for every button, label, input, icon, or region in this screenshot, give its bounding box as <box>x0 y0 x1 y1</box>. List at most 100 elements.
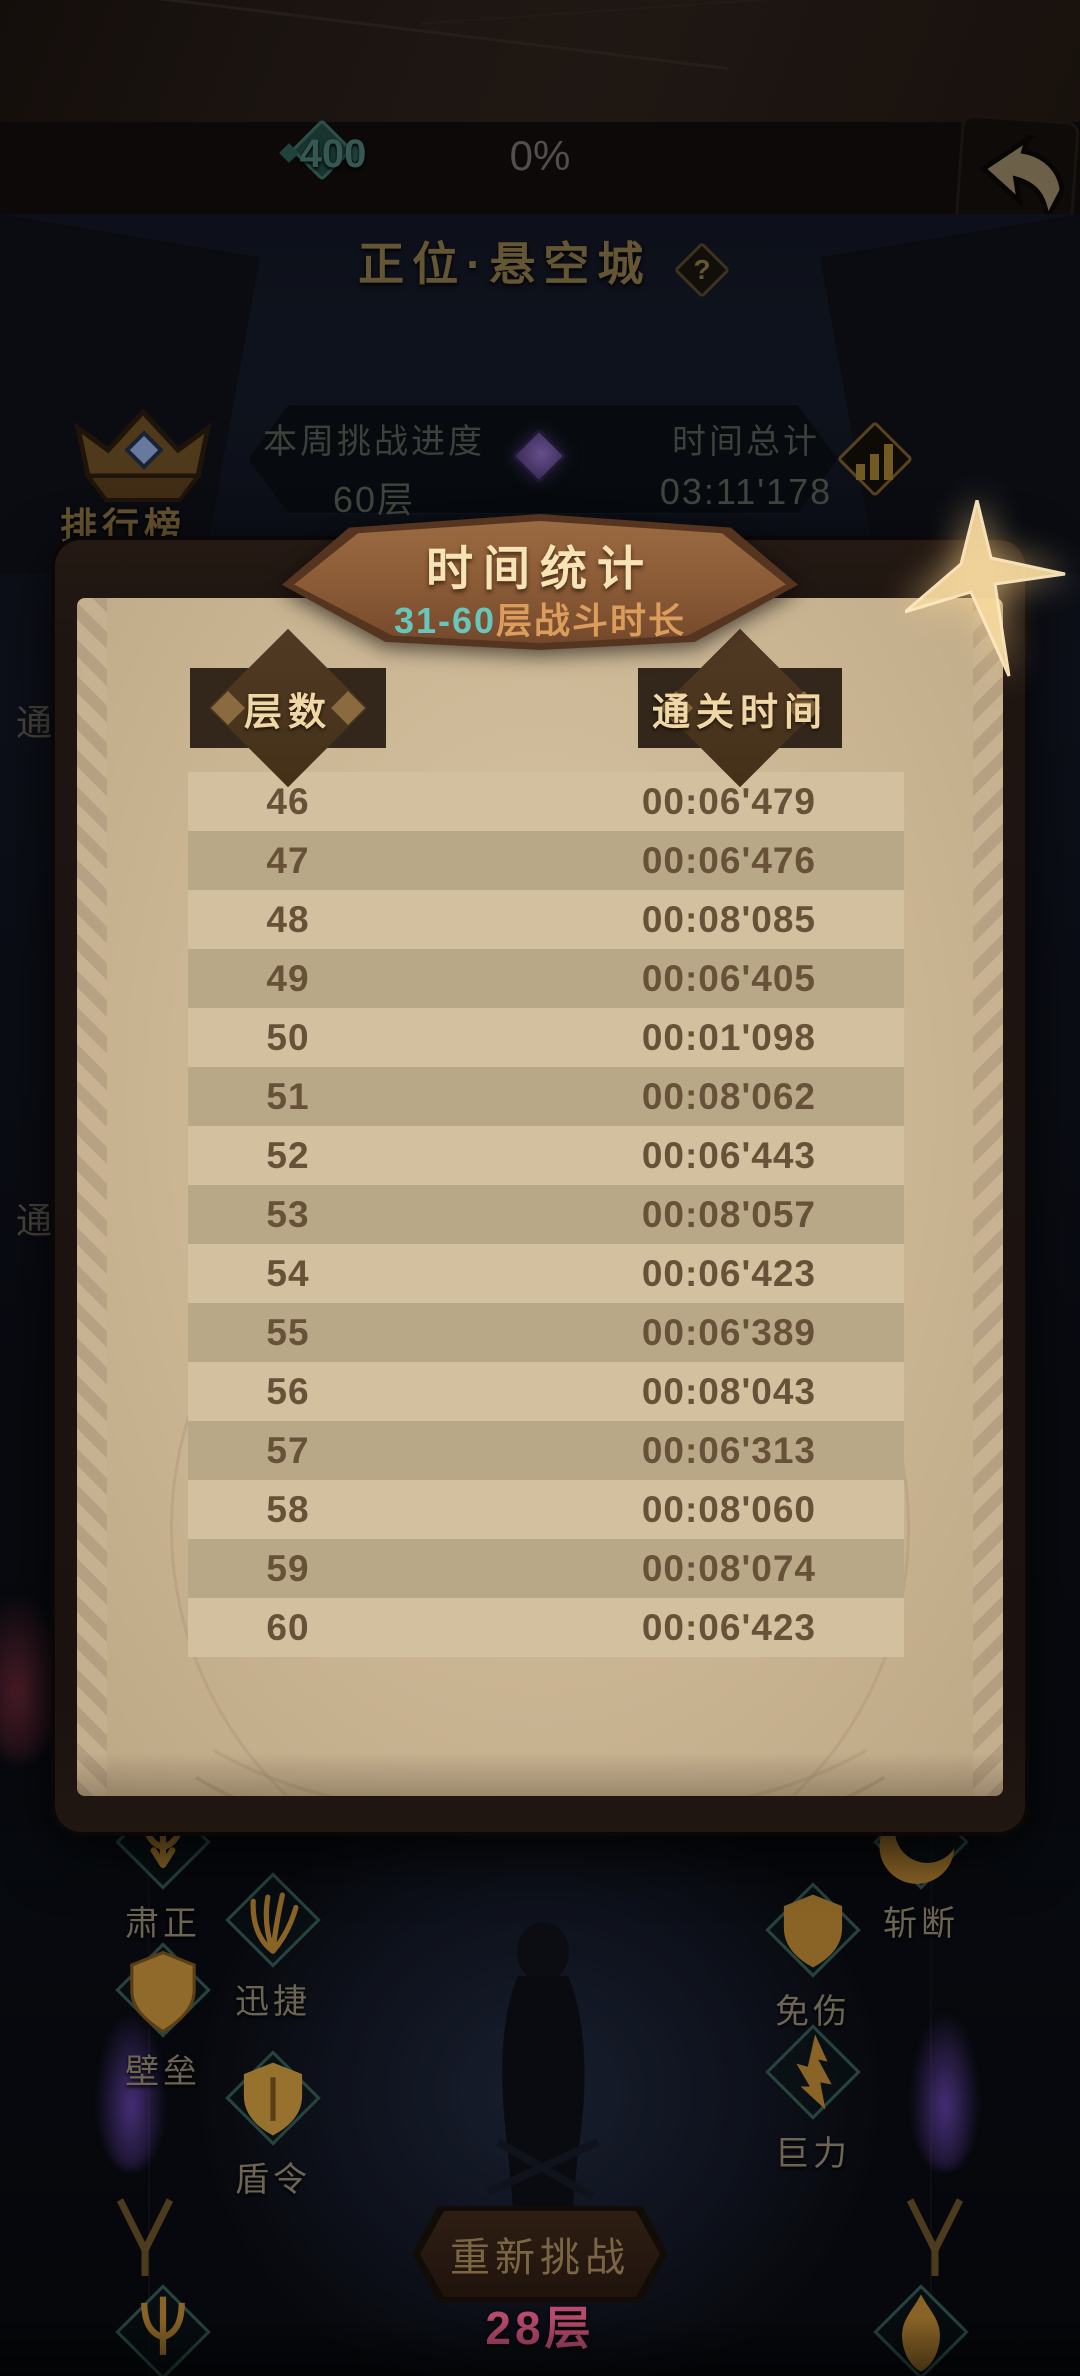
skill-node-bilei[interactable]: 壁垒 <box>78 1938 248 2093</box>
modal-title: 时间统计 <box>426 542 654 595</box>
skill-label: 巨力 <box>775 2135 851 2173</box>
floor-time-table: 46 00:06'479 47 00:06'476 48 00:08'085 49 00… <box>188 772 904 1657</box>
table-row: 48 00:08'085 <box>188 890 904 949</box>
banner-inner-shape <box>294 521 786 643</box>
table-row: 49 00:06'405 <box>188 949 904 1008</box>
stage-title: 正位·悬空城 <box>358 238 652 290</box>
swift-hand-icon <box>250 1892 299 1954</box>
table-row: 59 00:08'074 <box>188 1539 904 1598</box>
slash-crescent-icon <box>879 1812 955 1884</box>
time-cell: 00:06'443 <box>641 1134 816 1176</box>
bar-chart-icon <box>856 444 893 480</box>
skill-label: 迅捷 <box>235 1983 311 2021</box>
weekly-progress-value: 60层 <box>332 479 416 520</box>
floor-range-text: 31-60 <box>393 600 497 641</box>
time-cell: 00:08'085 <box>641 898 816 940</box>
floor-cell: 51 <box>266 1075 310 1117</box>
table-row: 55 00:06'389 <box>188 1303 904 1362</box>
floor-cell: 60 <box>266 1606 310 1648</box>
table-row: 53 00:08'057 <box>188 1185 904 1244</box>
boss-silhouette <box>486 1898 600 2262</box>
time-cell: 00:08'062 <box>641 1075 816 1117</box>
retry-button-label: 重新挑战 <box>420 2211 660 2297</box>
retry-button[interactable]: 重新挑战 <box>412 2206 668 2302</box>
top-status-bar: 400 0% <box>0 118 1080 214</box>
floor-cell: 46 <box>266 780 310 822</box>
shield-order-icon <box>243 2062 303 2136</box>
zigzag-border-left <box>77 598 107 1796</box>
time-cell: 00:08'043 <box>641 1370 816 1412</box>
time-cell: 00:08'057 <box>641 1193 816 1235</box>
table-row: 57 00:06'313 <box>188 1421 904 1480</box>
floor-cell: 58 <box>266 1488 310 1530</box>
floor-cell: 47 <box>266 839 310 881</box>
floor-cell: 55 <box>266 1311 310 1353</box>
skill-node-xunjie[interactable]: 迅捷 <box>188 1868 358 2023</box>
skill-label: 壁垒 <box>125 2053 201 2091</box>
power-icon <box>796 2034 832 2110</box>
zigzag-border-right <box>973 598 1003 1796</box>
table-row: 46 00:06'479 <box>188 772 904 831</box>
time-cell: 00:06'476 <box>641 839 816 881</box>
floor-cell: 54 <box>266 1252 310 1294</box>
shield-icon <box>783 1894 843 1968</box>
table-row: 54 00:06'423 <box>188 1244 904 1303</box>
table-row: 50 00:01'098 <box>188 1008 904 1067</box>
parchment-shade <box>77 1752 1003 1796</box>
weekly-progress-stat: 本周挑战进度 60层 <box>224 414 524 523</box>
table-row: 51 00:08'062 <box>188 1067 904 1126</box>
fortress-shield-icon <box>130 1950 196 2034</box>
column-header-clear-time: 通关时间 <box>638 628 842 788</box>
currency-value: 400 <box>299 132 367 176</box>
leaderboard-crown-icon[interactable] <box>48 398 238 508</box>
time-cell: 00:08'060 <box>641 1488 816 1530</box>
stage-title-row: 正位·悬空城 ? <box>0 228 1080 299</box>
total-time-value: 03:11'178 <box>659 471 833 512</box>
modal-header-banner: 时间统计 31-60层战斗时长 <box>282 514 798 650</box>
table-row: 52 00:06'443 <box>188 1126 904 1185</box>
time-cell: 00:06'479 <box>641 780 816 822</box>
purple-flame-glow <box>96 2010 166 2170</box>
bottom-vignette <box>0 2316 1080 2376</box>
column-header-floor: 层数 <box>190 628 386 788</box>
progress-percent: 0% <box>509 132 571 179</box>
skill-label: 免伤 <box>775 1993 851 2031</box>
time-cell: 00:06'423 <box>641 1252 816 1294</box>
floor-cell: 59 <box>266 1547 310 1589</box>
skill-node-dunling[interactable]: 盾令 <box>188 2046 358 2201</box>
skill-diamond-frame <box>225 1872 321 1968</box>
time-cell: 00:06'405 <box>641 957 816 999</box>
floor-cell: 48 <box>266 898 310 940</box>
floor-cell: 50 <box>266 1016 310 1058</box>
purple-flame-glow <box>910 2010 980 2170</box>
table-row: 58 00:08'060 <box>188 1480 904 1539</box>
skill-node-juli[interactable]: 巨力 <box>728 2020 898 2175</box>
floor-cell: 53 <box>266 1193 310 1235</box>
column-header-floor-label: 层数 <box>243 691 332 734</box>
total-time-label: 时间总计 <box>672 423 820 461</box>
floor-cell: 52 <box>266 1134 310 1176</box>
pillar-ornament-icon <box>906 2198 964 2276</box>
column-header-clear-time-label: 通关时间 <box>651 691 828 734</box>
help-button[interactable]: ? <box>673 241 731 299</box>
art-streak <box>420 0 840 25</box>
floor-cell: 57 <box>266 1429 310 1471</box>
floor-cell: 56 <box>266 1370 310 1412</box>
total-time-stat: 时间总计 03:11'178 <box>596 414 896 513</box>
art-streak <box>92 0 728 70</box>
weekly-progress-label: 本周挑战进度 <box>263 423 485 461</box>
floor-range-suffix: 层战斗时长 <box>496 600 687 641</box>
table-row: 47 00:06'476 <box>188 831 904 890</box>
time-cell: 00:01'098 <box>641 1016 816 1058</box>
time-cell: 00:06'313 <box>641 1429 816 1471</box>
time-stats-button[interactable] <box>836 420 914 498</box>
time-cell: 00:06'423 <box>641 1606 816 1648</box>
skill-label: 斩断 <box>883 1905 959 1943</box>
floor-cell: 49 <box>266 957 310 999</box>
question-mark-icon: ? <box>693 253 711 285</box>
skill-label: 肃正 <box>125 1905 201 1943</box>
time-cell: 00:08'074 <box>641 1547 816 1589</box>
time-cell: 00:06'389 <box>641 1311 816 1353</box>
skill-node-mianshang[interactable]: 免伤 <box>728 1878 898 2033</box>
